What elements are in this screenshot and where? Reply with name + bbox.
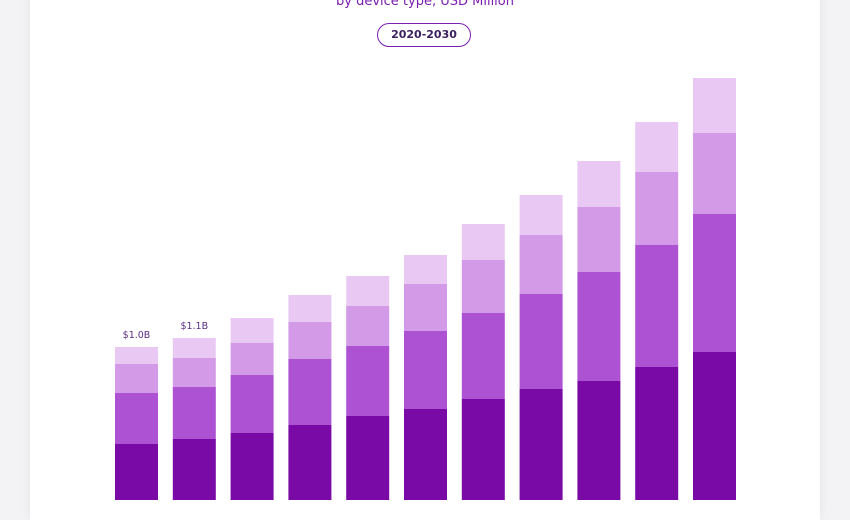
bar-segment-2026-2 bbox=[461, 313, 505, 399]
bar-segment-2023-1 bbox=[288, 425, 332, 500]
bar-segment-2021-4 bbox=[172, 338, 216, 358]
bar-segment-2022-1 bbox=[230, 433, 274, 500]
bar-segment-2030-4 bbox=[693, 78, 736, 133]
bar-segment-2027-3 bbox=[519, 235, 563, 294]
bar-segment-2022-2 bbox=[230, 375, 274, 433]
bar-segment-2024-1 bbox=[346, 416, 390, 500]
bar-segment-2027-2 bbox=[519, 294, 563, 389]
bar-segment-2028-2 bbox=[577, 272, 621, 381]
bar-segment-2025-2 bbox=[404, 331, 447, 409]
chart-subtitle: by device type, USD Million bbox=[336, 0, 514, 9]
bar-segment-2025-1 bbox=[404, 409, 447, 500]
bar-segment-2029-1 bbox=[635, 367, 679, 500]
bar-segment-2022-4 bbox=[230, 318, 274, 343]
bar-segment-2029-4 bbox=[635, 122, 679, 172]
bar-segment-2024-3 bbox=[346, 306, 390, 346]
bar-segment-2029-2 bbox=[635, 245, 679, 367]
bar-segment-2022-3 bbox=[230, 343, 274, 375]
bar-segment-2027-4 bbox=[519, 195, 563, 235]
bar-segment-2025-3 bbox=[404, 284, 447, 331]
stacked-bar-chart: $1.0B $1.1B bbox=[115, 78, 736, 500]
bar-segment-2021-1 bbox=[172, 439, 216, 500]
bar-segment-2023-4 bbox=[288, 295, 332, 322]
bar-segment-2025-4 bbox=[404, 255, 447, 284]
bar-segment-2021-2 bbox=[172, 387, 216, 439]
bar-segment-2029-3 bbox=[635, 172, 679, 245]
bar-data-label: $1.0B bbox=[123, 330, 151, 341]
year-range-pill[interactable]: 2020-2030 bbox=[377, 23, 471, 47]
bar-segment-2028-1 bbox=[577, 381, 621, 500]
bar-segment-2026-1 bbox=[461, 399, 505, 500]
bar-segment-2028-3 bbox=[577, 207, 621, 272]
bar-segment-2024-2 bbox=[346, 346, 390, 416]
bar-segment-2028-4 bbox=[577, 161, 621, 207]
bar-segment-2030-2 bbox=[693, 214, 736, 352]
bar-segment-2026-3 bbox=[461, 260, 505, 313]
bar-segment-2020-3 bbox=[115, 364, 158, 393]
bar-segment-2023-3 bbox=[288, 322, 332, 359]
bar-segment-2026-4 bbox=[461, 224, 505, 260]
bar-segment-2020-4 bbox=[115, 347, 158, 364]
bar-segment-2021-3 bbox=[172, 358, 216, 387]
bar-segment-2023-2 bbox=[288, 359, 332, 425]
bar-segment-2030-3 bbox=[693, 133, 736, 214]
bar-segment-2020-1 bbox=[115, 444, 158, 500]
bar-segment-2030-1 bbox=[693, 352, 736, 500]
bar-segment-2024-4 bbox=[346, 276, 390, 306]
bar-segment-2020-2 bbox=[115, 393, 158, 444]
bar-segment-2027-1 bbox=[519, 389, 563, 500]
bar-data-label: $1.1B bbox=[180, 321, 208, 332]
